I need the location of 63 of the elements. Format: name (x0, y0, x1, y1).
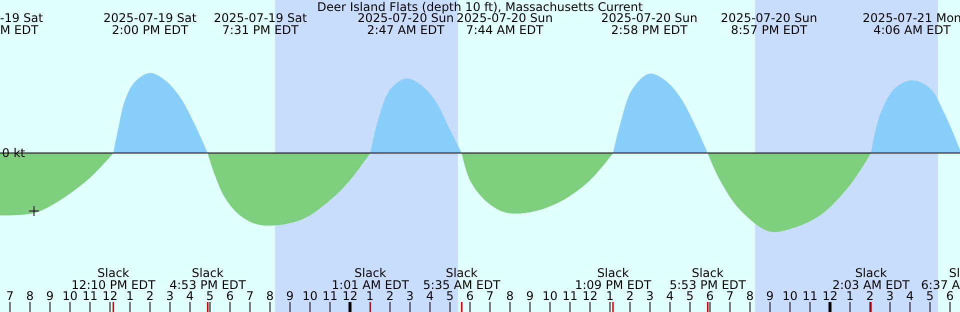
x-tick-label: 3 (406, 289, 414, 303)
text: -19 Sat M EDT (0, 11, 44, 37)
x-tick-label: 5 (686, 289, 694, 303)
x-tick-label: 11 (562, 289, 578, 303)
x-tick-label: 2 (866, 289, 874, 303)
x-tick-label: 7 (486, 289, 494, 303)
x-tick-label: 2 (626, 289, 634, 303)
x-tick-label: 12 (822, 289, 838, 303)
x-tick-label: 10 (302, 289, 318, 303)
text: Slack 5:35 AM EDT (423, 266, 501, 292)
x-tick-label: 1 (846, 289, 854, 303)
x-tick-label: 3 (886, 289, 894, 303)
x-tick-label: 4 (426, 289, 434, 303)
x-tick-label: 2 (146, 289, 154, 303)
x-tick-label: 8 (506, 289, 514, 303)
x-tick-label: 7 (246, 289, 254, 303)
x-tick-label: 8 (746, 289, 754, 303)
x-tick-label: 6 (706, 289, 714, 303)
x-tick-label: 5 (446, 289, 454, 303)
text: 2025-07-21 Mon 4:06 AM EDT (862, 11, 960, 37)
text: 2025-07-19 Sat 2:00 PM EDT (103, 11, 197, 37)
x-tick-label: 5 (206, 289, 214, 303)
x-tick-label: 4 (666, 289, 674, 303)
x-tick-label: 7 (6, 289, 14, 303)
x-tick-label: 9 (46, 289, 54, 303)
x-tick-label: 2 (386, 289, 394, 303)
text: Slack 12:10 PM EDT (71, 266, 156, 292)
x-tick-label: 10 (542, 289, 558, 303)
x-tick-label: 6 (226, 289, 234, 303)
text: Slack 4:53 PM EDT (170, 266, 246, 292)
x-tick-label: 4 (186, 289, 194, 303)
x-tick-label: 11 (802, 289, 818, 303)
x-tick-label: 1 (366, 289, 374, 303)
text: Slack 2:03 AM EDT (832, 266, 910, 292)
text: Slack 1:01 AM EDT (332, 266, 410, 292)
text: 2025-07-20 Sun 2:58 PM EDT (601, 11, 698, 37)
x-tick-label: 9 (526, 289, 534, 303)
x-tick-label: 12 (342, 289, 358, 303)
text: 2025-07-20 Sun 8:57 PM EDT (720, 11, 818, 37)
x-tick-label: 5 (926, 289, 934, 303)
x-tick-label: 12 (582, 289, 598, 303)
x-tick-label: 11 (322, 289, 338, 303)
x-tick-label: 1 (606, 289, 614, 303)
x-tick-label: 3 (646, 289, 654, 303)
x-tick-label: 9 (766, 289, 774, 303)
x-tick-label: 10 (782, 289, 798, 303)
text: Sl 6:37 A (921, 266, 960, 292)
text: 2025-07-19 Sat 7:31 PM EDT (214, 11, 308, 37)
text: Slack 1:09 PM EDT (574, 266, 652, 292)
x-tick-label: 10 (62, 289, 78, 303)
x-tick-label: 9 (286, 289, 294, 303)
text: Slack 5:53 PM EDT (670, 266, 746, 292)
chart-title: Deer Island Flats (depth 10 ft), Massachusetts Current (317, 0, 644, 14)
x-tick-label: 3 (166, 289, 174, 303)
x-tick-label: 4 (906, 289, 914, 303)
x-tick-label: 12 (102, 289, 118, 303)
x-tick-label: 1 (126, 289, 134, 303)
x-tick-label: 6 (946, 289, 954, 303)
x-tick-label: 8 (266, 289, 274, 303)
x-tick-label: 11 (82, 289, 98, 303)
x-tick-label: 7 (726, 289, 734, 303)
x-tick-label: 8 (26, 289, 34, 303)
x-tick-label: 6 (466, 289, 474, 303)
